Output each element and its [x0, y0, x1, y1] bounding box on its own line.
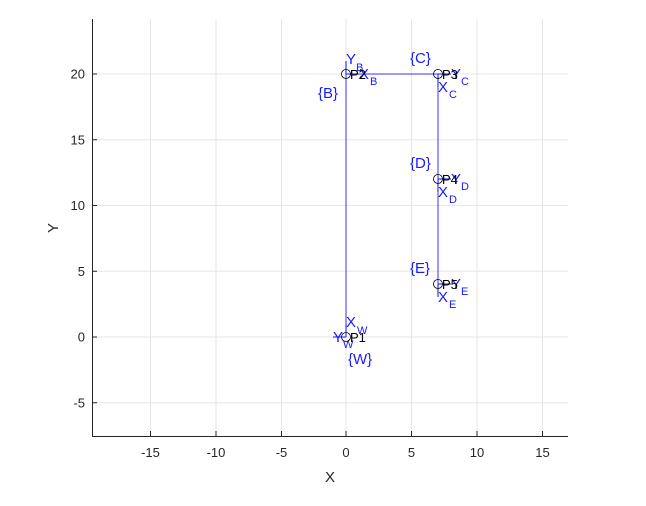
frame-b-name: {B}: [318, 85, 338, 102]
point-label-p1: P1: [350, 330, 366, 345]
frame-d-y-sub: D: [461, 181, 469, 193]
y-tick-label: 0: [78, 330, 85, 345]
point-marker-p5: [433, 279, 443, 289]
point-marker-p3: [433, 69, 443, 79]
frame-w-y-label: Y: [333, 329, 343, 346]
x-axis-label: X: [325, 469, 335, 486]
frame-d-y-label: Y: [451, 171, 461, 188]
frame-c-x-sub: C: [449, 89, 457, 101]
point-label-p3: P3: [442, 67, 458, 82]
frame-e: [437, 283, 451, 297]
frame-b: [345, 61, 359, 75]
frame-b-x-label: X: [359, 66, 369, 83]
y-tick-label: -5: [73, 396, 85, 411]
frame-w-y-sub: W: [343, 339, 354, 351]
x-tick-label: -10: [207, 445, 226, 460]
point-markers: [341, 69, 443, 342]
point-label-p2: P2: [350, 67, 366, 82]
frame-w: [333, 324, 347, 338]
point-marker-p1: [341, 332, 351, 342]
point-marker-p4: [433, 174, 443, 184]
frame-b-x-sub: B: [370, 76, 377, 88]
x-tick-label: 0: [342, 445, 349, 460]
plot-area: [92, 19, 568, 436]
frame-e-y-label: Y: [451, 276, 461, 293]
y-tick-label: 10: [71, 198, 85, 213]
frame-c-y-sub: C: [461, 76, 469, 88]
x-tick-label: 10: [470, 445, 484, 460]
x-tick-label: 15: [535, 445, 549, 460]
frame-d-x-sub: D: [449, 194, 457, 206]
frame-c-x-label: X: [438, 79, 448, 96]
y-axis-label: Y: [45, 223, 62, 233]
frame-e-x-label: X: [438, 289, 448, 306]
frame-e-name: {E}: [410, 260, 430, 277]
point-label-p5: P5: [442, 277, 458, 292]
point-label-p4: P4: [442, 172, 458, 187]
frame-b-y-label: Y: [346, 51, 356, 68]
frame-w-x-sub: W: [357, 325, 368, 337]
x-tick-label: -5: [276, 445, 288, 460]
y-tick-label: 20: [71, 67, 85, 82]
frame-b-y-sub: B: [356, 62, 363, 74]
x-tick-label: 5: [408, 445, 415, 460]
frame-d: [437, 178, 451, 192]
point-marker-p2: [341, 69, 351, 79]
y-tick-label: 5: [78, 264, 85, 279]
grid-lines: [92, 19, 568, 436]
x-tick-label: -15: [141, 445, 160, 460]
frame-c: [437, 73, 451, 87]
frame-e-y-sub: E: [461, 286, 468, 298]
frame-w-name: {W}: [348, 351, 372, 368]
frame-e-x-sub: E: [449, 299, 456, 311]
frame-d-x-label: X: [438, 184, 448, 201]
frame-d-name: {D}: [410, 155, 431, 172]
y-tick-label: 15: [71, 133, 85, 148]
x-tick-labels: -15 -10 -5 0 5 10 15: [141, 445, 550, 460]
frame-c-y-label: Y: [451, 66, 461, 83]
frame-c-name: {C}: [410, 50, 431, 67]
axes: [92, 19, 568, 437]
frame-w-x-label: X: [346, 314, 356, 331]
y-tick-labels: -5 0 5 10 15 20: [71, 67, 85, 411]
